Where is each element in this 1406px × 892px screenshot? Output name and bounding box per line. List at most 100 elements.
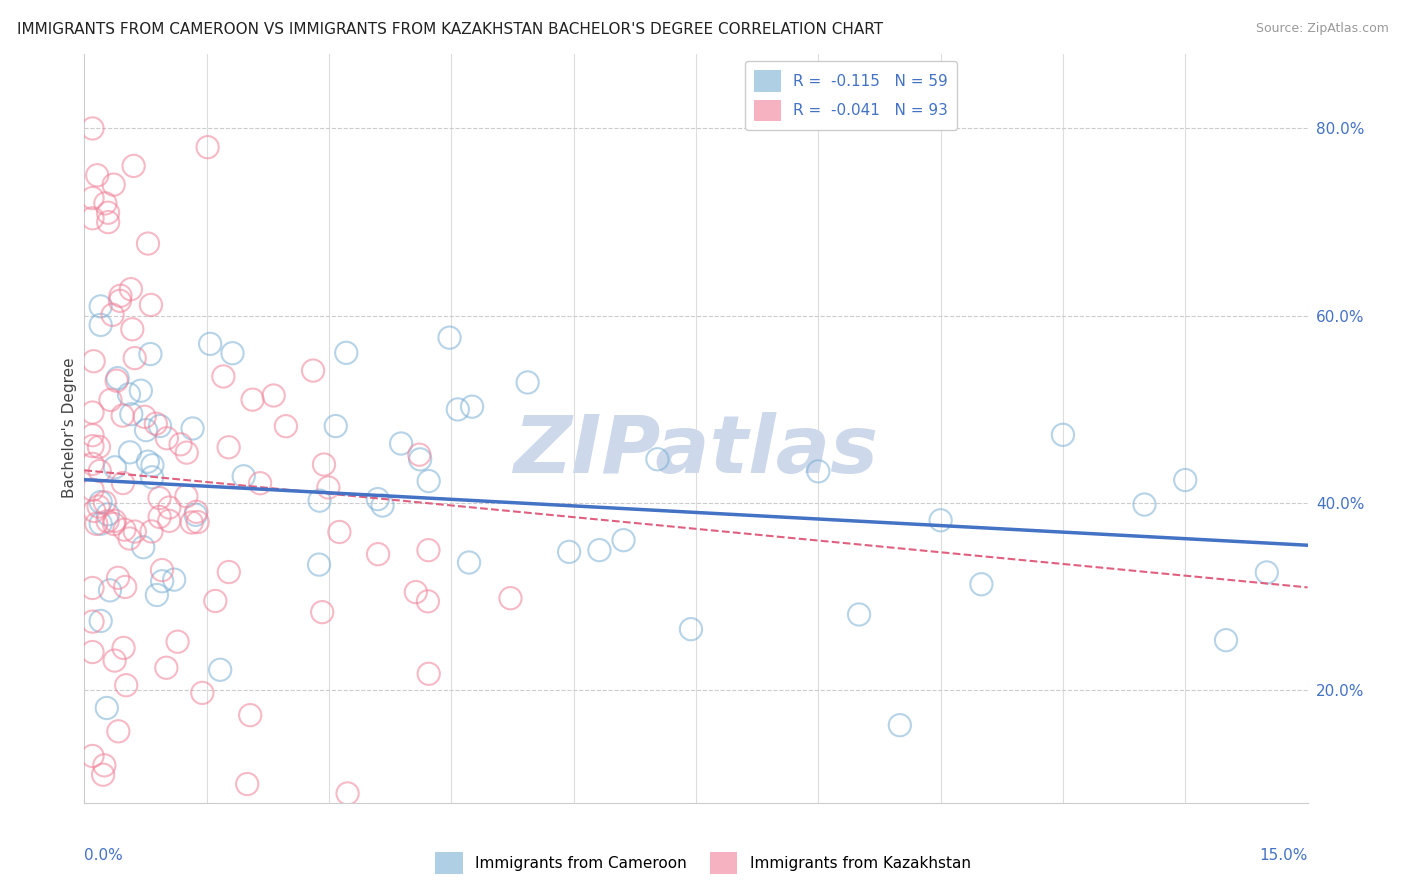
Point <box>405 585 427 599</box>
Point <box>83 504 105 518</box>
Point <box>135 423 157 437</box>
Point <box>516 376 538 390</box>
Point <box>1133 498 1156 512</box>
Point <box>418 474 440 488</box>
Point <box>325 419 347 434</box>
Point <box>389 436 412 450</box>
Point <box>103 178 125 192</box>
Point <box>197 140 219 154</box>
Legend: Immigrants from Cameroon, Immigrants from Kazakhstan: Immigrants from Cameroon, Immigrants fro… <box>429 846 977 880</box>
Point <box>371 499 394 513</box>
Point <box>461 400 484 414</box>
Point <box>136 455 159 469</box>
Point <box>97 206 120 220</box>
Point <box>184 508 207 522</box>
Point <box>311 605 333 619</box>
Point <box>90 300 112 314</box>
Point <box>807 464 830 478</box>
Point <box>87 500 110 514</box>
Point <box>82 615 104 629</box>
Point <box>107 724 129 739</box>
Point <box>132 540 155 554</box>
Point <box>1052 427 1074 442</box>
Point <box>83 354 105 368</box>
Text: 0.0%: 0.0% <box>84 847 124 863</box>
Point <box>139 347 162 361</box>
Point <box>104 654 127 668</box>
Point <box>129 384 152 398</box>
Point <box>157 500 180 515</box>
Point <box>679 622 702 636</box>
Point <box>120 282 142 296</box>
Point <box>169 437 191 451</box>
Point <box>409 452 432 467</box>
Point <box>439 331 461 345</box>
Legend: R =  -0.115   N = 59, R =  -0.041   N = 93: R = -0.115 N = 59, R = -0.041 N = 93 <box>745 62 957 130</box>
Point <box>221 346 243 360</box>
Point <box>180 516 202 530</box>
Point <box>115 678 138 692</box>
Point <box>588 543 610 558</box>
Point <box>929 513 952 527</box>
Point <box>90 516 112 531</box>
Point <box>148 491 170 505</box>
Point <box>239 708 262 723</box>
Point <box>97 508 120 522</box>
Point <box>308 558 330 572</box>
Point <box>122 159 145 173</box>
Point <box>157 514 180 528</box>
Point <box>84 516 107 531</box>
Point <box>87 440 110 454</box>
Point <box>145 417 167 431</box>
Point <box>318 481 340 495</box>
Point <box>118 532 141 546</box>
Point <box>249 476 271 491</box>
Point <box>114 523 136 537</box>
Point <box>108 293 131 308</box>
Y-axis label: Bachelor's Degree: Bachelor's Degree <box>62 358 77 499</box>
Point <box>149 510 172 524</box>
Point <box>82 191 104 205</box>
Text: Source: ZipAtlas.com: Source: ZipAtlas.com <box>1256 22 1389 36</box>
Point <box>187 515 209 529</box>
Point <box>499 591 522 606</box>
Point <box>82 439 104 453</box>
Point <box>191 686 214 700</box>
Point <box>418 666 440 681</box>
Point <box>107 371 129 385</box>
Point <box>274 419 297 434</box>
Point <box>82 749 104 764</box>
Point <box>96 701 118 715</box>
Point <box>134 409 156 424</box>
Point <box>112 640 135 655</box>
Point <box>236 777 259 791</box>
Text: 15.0%: 15.0% <box>1260 847 1308 863</box>
Point <box>82 405 104 419</box>
Point <box>94 495 117 509</box>
Point <box>121 322 143 336</box>
Point <box>558 545 581 559</box>
Point <box>889 718 911 732</box>
Point <box>308 493 330 508</box>
Point <box>176 489 198 503</box>
Point <box>86 169 108 183</box>
Point <box>146 588 169 602</box>
Point <box>104 514 127 528</box>
Point <box>612 533 634 548</box>
Point <box>367 492 389 507</box>
Point <box>416 594 439 608</box>
Point <box>100 392 122 407</box>
Text: IMMIGRANTS FROM CAMEROON VS IMMIGRANTS FROM KAZAKHSTAN BACHELOR'S DEGREE CORRELA: IMMIGRANTS FROM CAMEROON VS IMMIGRANTS F… <box>17 22 883 37</box>
Point <box>93 758 115 772</box>
Point <box>82 581 104 595</box>
Point <box>94 196 117 211</box>
Point <box>212 369 235 384</box>
Point <box>136 236 159 251</box>
Point <box>91 767 114 781</box>
Point <box>150 574 173 589</box>
Point <box>82 428 104 442</box>
Text: ZIPatlas: ZIPatlas <box>513 411 879 490</box>
Point <box>150 563 173 577</box>
Point <box>263 388 285 402</box>
Point <box>82 121 104 136</box>
